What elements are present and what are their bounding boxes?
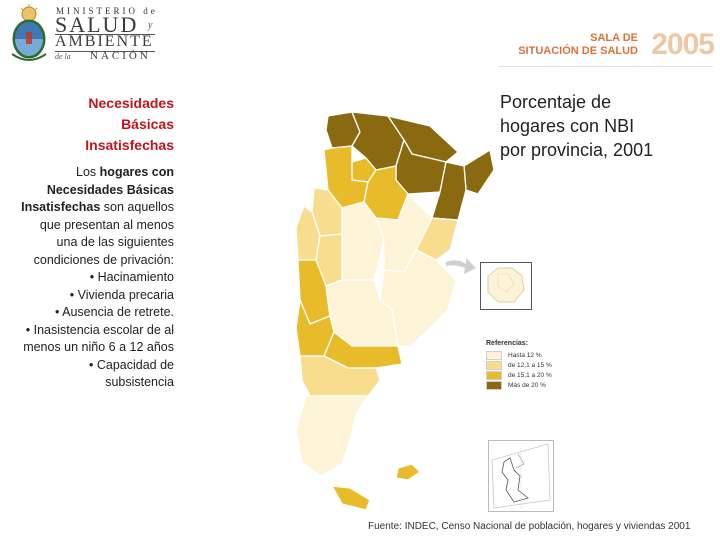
- islas-malvinas: [395, 463, 421, 481]
- map-title-line: hogares con NBI: [500, 116, 635, 136]
- logo-divider: [55, 34, 155, 35]
- legend-row: Más de 20 %: [486, 380, 596, 390]
- coat-of-arms-icon: [11, 4, 47, 61]
- sala-year: 2005: [651, 28, 715, 61]
- map-title-line: Porcentaje de: [500, 92, 612, 112]
- province-entre-rios: [415, 217, 459, 261]
- legend-label: Más de 20 %: [508, 381, 546, 389]
- province-chubut: [299, 355, 381, 397]
- source-note: Fuente: INDEC, Censo Nacional de poblaci…: [368, 521, 691, 532]
- logo-divider: [55, 51, 155, 52]
- legend-swatch: [486, 350, 502, 360]
- map-legend: Referencias: Hasta 12 % de 12,1 a 15 % d…: [486, 340, 596, 390]
- ministry-label: MINISTERIO de: [56, 6, 158, 16]
- legend-swatch: [486, 360, 502, 370]
- ministry-logo: MINISTERIO de SALUD y AMBIENTE de la NAC…: [8, 4, 168, 64]
- ministry-y: y: [148, 20, 153, 31]
- legend-label: de 15,1 a 20 %: [508, 371, 552, 379]
- inset-arrow-icon: [446, 258, 476, 274]
- map-title-line: por provincia, 2001: [500, 140, 654, 160]
- province-santa-cruz: [295, 395, 369, 477]
- legend-label: Hasta 12 %: [508, 351, 542, 359]
- legend-row: de 15,1 a 20 %: [486, 370, 596, 380]
- intro-bold: hogares con Necesidades Básicas Insatisf…: [21, 165, 174, 214]
- ministry-salud: SALUD: [55, 12, 139, 37]
- antarctica-inset: [488, 440, 554, 512]
- legend-swatch: [486, 370, 502, 380]
- map-title: Porcentaje de hogares con NBI por provin…: [500, 90, 710, 162]
- province-tierra-del-fuego: [331, 485, 371, 511]
- section-title: Necesidades Básicas Insatisfechas: [20, 93, 174, 156]
- ministry-nacion-prefix: de la: [55, 52, 71, 61]
- intro-text: Los: [76, 165, 100, 179]
- section-title-line: Básicas: [121, 116, 174, 132]
- legend-title: Referencias:: [486, 340, 529, 347]
- definition-intro: Los hogares con Necesidades Básicas Insa…: [20, 164, 174, 269]
- sala-situacion-logo: SALA DE SITUACIÓN DE SALUD 2005: [484, 28, 715, 68]
- condition-item: • Capacidad de subsistencia: [89, 357, 174, 390]
- legend-label: de 12,1 a 15 %: [508, 361, 552, 369]
- condition-item: • Hacinamiento: [89, 270, 174, 284]
- legend-swatch: [486, 380, 502, 390]
- condition-item: • Vivienda precaria: [69, 287, 174, 302]
- legend-row: de 12,1 a 15 %: [486, 360, 596, 370]
- section-title-line: Insatisfechas: [85, 137, 174, 153]
- legend-row: Hasta 12 %: [486, 350, 596, 360]
- definition-text: Los hogares con Necesidades Básicas Insa…: [20, 164, 174, 392]
- condition-item: • Ausencia de retrete.: [54, 305, 174, 319]
- intro-text: son aquellos que presentan al menos una …: [33, 200, 174, 267]
- argentina-nbi-map: [295, 111, 495, 511]
- buenos-aires-inset: [480, 262, 532, 310]
- condition-item: • Inasistencia escolar de al menos un ni…: [23, 322, 174, 355]
- sala-line1: SALA DE: [590, 32, 638, 44]
- sala-line2: SITUACIÓN DE SALUD: [518, 45, 638, 57]
- header-rule: [498, 66, 713, 67]
- ministry-nacion: NACIÓN: [90, 50, 151, 62]
- province-misiones: [463, 149, 495, 195]
- ministry-ambiente: AMBIENTE: [55, 33, 154, 50]
- section-title-line: Necesidades: [88, 95, 174, 111]
